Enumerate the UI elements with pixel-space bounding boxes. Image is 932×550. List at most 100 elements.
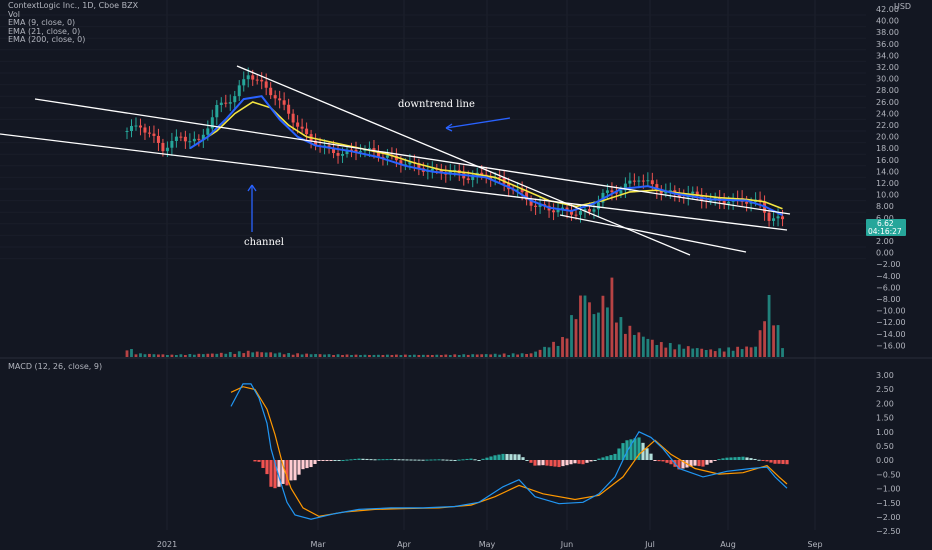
candle-body: [300, 126, 304, 129]
candle: [659, 185, 663, 201]
macd-legend[interactable]: MACD (12, 26, close, 9): [8, 362, 103, 371]
price-axis: 42.00 40.00 38.00 36.00 34.00 32.00 30.00 28.00…: [876, 5, 906, 536]
volume-bar: [395, 354, 398, 357]
candle: [547, 201, 551, 218]
macd-hist-bar: [661, 460, 665, 462]
channel-lower-line: [0, 133, 788, 231]
ema21-legend[interactable]: EMA (21, close, 0): [8, 26, 81, 36]
volume-bar: [260, 352, 264, 357]
candle: [224, 94, 228, 108]
candle-body: [399, 160, 403, 165]
candle-body: [192, 138, 196, 142]
macd-hist-bar: [401, 459, 405, 461]
macd-hist-bar: [377, 459, 381, 461]
macd-hist-bar: [417, 459, 421, 461]
volume-bar: [345, 354, 349, 357]
macd-hist-bar: [273, 460, 277, 489]
currency-label: USD: [894, 2, 911, 11]
macd-hist-bar: [593, 460, 597, 461]
macd-tick-label: 0.50: [876, 442, 894, 451]
ema200-legend[interactable]: EMA (200, close, 0): [8, 35, 86, 45]
price-tick-label: 18.00: [876, 144, 899, 153]
macd-tick-label: 0.00: [876, 456, 894, 465]
ema9-legend[interactable]: EMA (9, close, 0): [8, 18, 76, 28]
volume-bar: [597, 312, 600, 357]
macd-axis: 3.00 2.50 2.00 1.50 1.00 0.50 0.00 −0.50 −1.00 −1…: [876, 371, 901, 536]
macd-hist-bar: [609, 455, 613, 460]
volume-bar: [143, 354, 147, 357]
macd-hist-bar: [313, 460, 317, 464]
volume-bar: [300, 354, 304, 357]
candle-body: [619, 190, 623, 194]
volume-bar: [448, 355, 452, 357]
macd-hist-bar: [573, 460, 577, 464]
ema-lines: [189, 95, 783, 216]
downtrend-line: [236, 65, 691, 256]
volume-bar: [228, 352, 232, 357]
volume-bar: [722, 351, 726, 357]
candle-body: [417, 163, 421, 169]
candle: [583, 205, 587, 219]
candle-body: [367, 148, 371, 150]
macd-hist-bar: [289, 460, 293, 481]
macd-hist-bar: [317, 460, 321, 461]
macd-hist-bar: [509, 454, 513, 460]
chart-grid: [0, 0, 932, 530]
macd-hist-bar: [629, 439, 633, 460]
candle: [763, 195, 767, 221]
vol-legend[interactable]: Vol: [8, 9, 20, 19]
macd-hist-bar: [485, 457, 489, 460]
candle: [260, 72, 264, 90]
candle: [516, 182, 520, 198]
volume-bar: [457, 355, 461, 357]
macd-tick-label: 1.00: [876, 428, 894, 437]
macd-hist-bar: [757, 459, 761, 461]
chart-legend: ContextLogic Inc., 1D, Cboe BZX Vol EMA …: [8, 1, 139, 45]
volume-bar: [368, 354, 371, 357]
candle-body: [341, 154, 345, 156]
candle-body: [614, 192, 618, 194]
candle-body: [610, 190, 614, 193]
volume-bar: [296, 353, 300, 357]
volume-bar: [170, 354, 174, 357]
symbol-title[interactable]: ContextLogic Inc., 1D, Cboe BZX: [8, 1, 139, 10]
candle: [736, 190, 740, 205]
candle-body: [156, 135, 160, 143]
macd-hist-bar: [561, 460, 565, 467]
macd-hist-bar: [541, 460, 545, 466]
time-tick-label: Jun: [560, 540, 574, 549]
time-tick-label: Mar: [310, 540, 326, 549]
volume-bar: [561, 337, 564, 357]
current-price-tag[interactable]: 6.62 04:16:27: [866, 219, 906, 236]
macd-hist-bar: [437, 459, 441, 461]
candle: [305, 122, 309, 142]
macd-hist-bar: [373, 459, 377, 461]
volume-bar: [359, 355, 362, 357]
candle: [345, 146, 349, 158]
volume-bar: [543, 346, 546, 357]
candle-body: [596, 202, 600, 210]
candle: [269, 82, 273, 100]
candle-body: [534, 205, 538, 207]
candle-body: [161, 142, 165, 152]
price-tick-label: 16.00: [876, 156, 899, 165]
candle-body: [269, 87, 273, 96]
macd-hist-bar: [325, 460, 329, 461]
volume-bar: [426, 354, 430, 357]
candle-body: [628, 180, 632, 184]
candle: [740, 190, 744, 207]
volume-bar: [511, 353, 515, 357]
volume-bar: [327, 354, 331, 357]
candle: [170, 132, 174, 156]
volume-bar: [552, 341, 555, 357]
candle: [273, 90, 277, 106]
candle-body: [583, 209, 587, 212]
macd-hist-bar: [645, 448, 649, 460]
candle: [529, 195, 533, 212]
price-tick-label: 30.00: [876, 75, 899, 84]
candle: [179, 132, 183, 142]
volume-bar: [745, 346, 749, 357]
candle: [722, 193, 726, 210]
volume-bar: [709, 349, 713, 357]
